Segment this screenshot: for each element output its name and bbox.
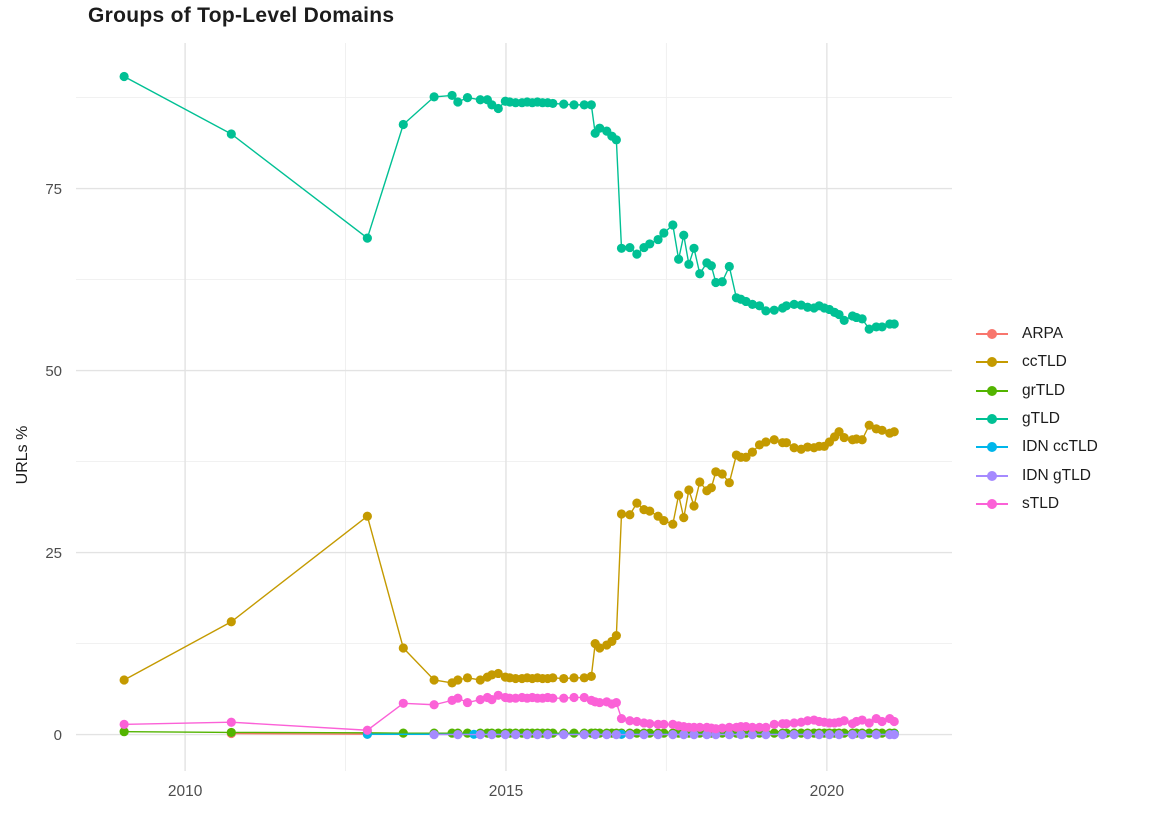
legend-key-stld-icon [976,498,1008,510]
legend-label: ARPA [1022,325,1064,343]
x-tick-label-2020: 2020 [810,783,845,800]
y-tick-label-25: 25 [45,545,62,562]
major-gridlines [76,43,952,771]
legend-key-arpa-icon [976,328,1008,340]
legend-label: gTLD [1022,410,1060,428]
series-idn-gtld-points [429,730,899,740]
legend-key-gtld-icon [976,413,1008,425]
legend: ARPA ccTLD grTLD gTLD IDN ccTLD IDN gTLD sTLD [976,320,1098,518]
legend-label: IDN gTLD [1022,466,1091,484]
series-gtld-points [119,71,899,334]
series-idn-gtld [429,730,899,740]
legend-key-idn-gtld-icon [976,470,1008,482]
x-tick-label-2010: 2010 [168,783,203,800]
legend-key-idn-cctld-icon [976,441,1008,453]
x-tick-label-2015: 2015 [489,783,523,800]
x-axis-tick-labels: 2010 2015 2020 [168,783,845,800]
minor-gridlines [76,43,952,771]
y-axis-tick-labels: 0 25 50 75 [45,181,62,744]
legend-label: ccTLD [1022,353,1067,371]
legend-item-cctld: ccTLD [976,348,1098,376]
series-cctld-line [123,424,895,684]
legend-label: IDN ccTLD [1022,438,1098,456]
y-tick-label-0: 0 [54,727,62,744]
series-stld [119,690,899,735]
legend-key-grtld-icon [976,385,1008,397]
legend-key-cctld-icon [976,356,1008,368]
legend-item-gtld: gTLD [976,405,1098,433]
legend-item-stld: sTLD [976,490,1098,518]
y-axis-title: URLs % [14,425,31,485]
legend-item-idn-gtld: IDN gTLD [976,461,1098,489]
series-cctld [119,420,899,688]
series-gtld-line [123,75,895,330]
legend-item-idn-cctld: IDN ccTLD [976,433,1098,461]
y-tick-label-50: 50 [45,363,62,380]
legend-item-arpa: ARPA [976,320,1098,348]
series-stld-points [119,690,899,735]
series-gtld [119,71,899,334]
legend-label: grTLD [1022,381,1066,399]
y-tick-label-75: 75 [45,181,62,198]
legend-item-grtld: grTLD [976,377,1098,405]
legend-label: sTLD [1022,494,1060,512]
chart-title: Groups of Top-Level Domains [88,4,395,27]
series-cctld-points [119,420,899,688]
